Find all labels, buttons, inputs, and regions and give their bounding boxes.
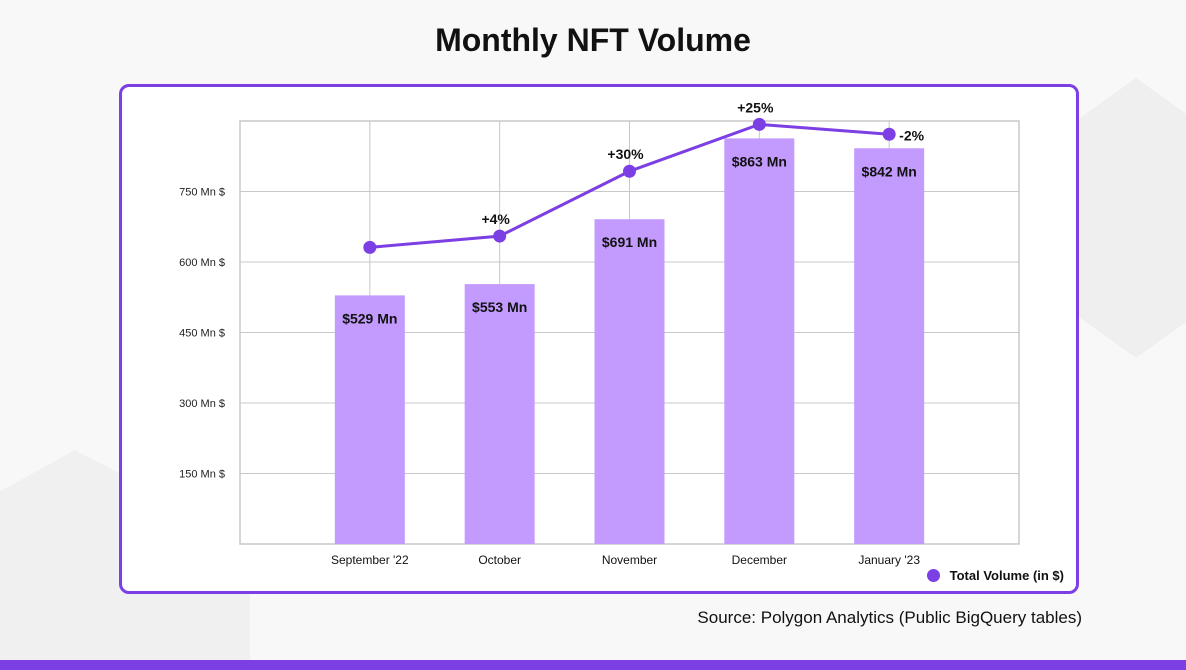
bar-value-label: $863 Mn	[732, 153, 787, 169]
bottom-accent-bar	[0, 660, 1186, 670]
chart-title: Monthly NFT Volume	[435, 22, 751, 58]
y-tick-label: 750 Mn $	[179, 187, 225, 199]
chart-legend: Total Volume (in $)	[926, 568, 1064, 583]
chart-card: 150 Mn $ 300 Mn $ 450 Mn $ 600 Mn $ 750 Mn $…	[119, 84, 1079, 594]
bar	[594, 219, 665, 545]
x-tick-label: October	[478, 553, 521, 567]
bar-value-label: $691 Mn	[602, 234, 657, 250]
bar-value-label: $553 Mn	[472, 299, 527, 315]
x-tick-label: January '23	[858, 553, 920, 567]
bar-value-label: $842 Mn	[862, 163, 917, 179]
percent-change-label: +4%	[481, 211, 510, 227]
trend-point	[623, 164, 636, 178]
percent-change-label: +25%	[737, 99, 774, 115]
x-tick-label: December	[732, 553, 787, 567]
x-tick-label: September '22	[331, 553, 409, 567]
x-tick-label: November	[602, 553, 657, 567]
trend-point	[363, 240, 377, 254]
chart-svg: 150 Mn $ 300 Mn $ 450 Mn $ 600 Mn $ 750 Mn $…	[179, 99, 1020, 567]
y-tick-label: 600 Mn $	[179, 257, 225, 269]
y-tick-label: 300 Mn $	[179, 398, 225, 410]
legend-label: Total Volume (in $)	[949, 568, 1064, 583]
bar	[464, 284, 535, 544]
bar	[334, 295, 405, 544]
percent-change-label: +30%	[607, 146, 644, 162]
bar-value-label: $529 Mn	[342, 310, 397, 326]
y-tick-label: 150 Mn $	[179, 469, 225, 481]
trend-point	[882, 127, 896, 141]
legend-dot-icon	[926, 569, 940, 582]
trend-point	[752, 117, 766, 131]
trend-point	[493, 229, 507, 243]
y-tick-label: 450 Mn $	[179, 328, 225, 340]
bar	[724, 138, 795, 544]
percent-change-label: -2%	[899, 127, 924, 143]
source-note: Source: Polygon Analytics (Public BigQue…	[697, 608, 1082, 627]
bar	[854, 148, 925, 544]
